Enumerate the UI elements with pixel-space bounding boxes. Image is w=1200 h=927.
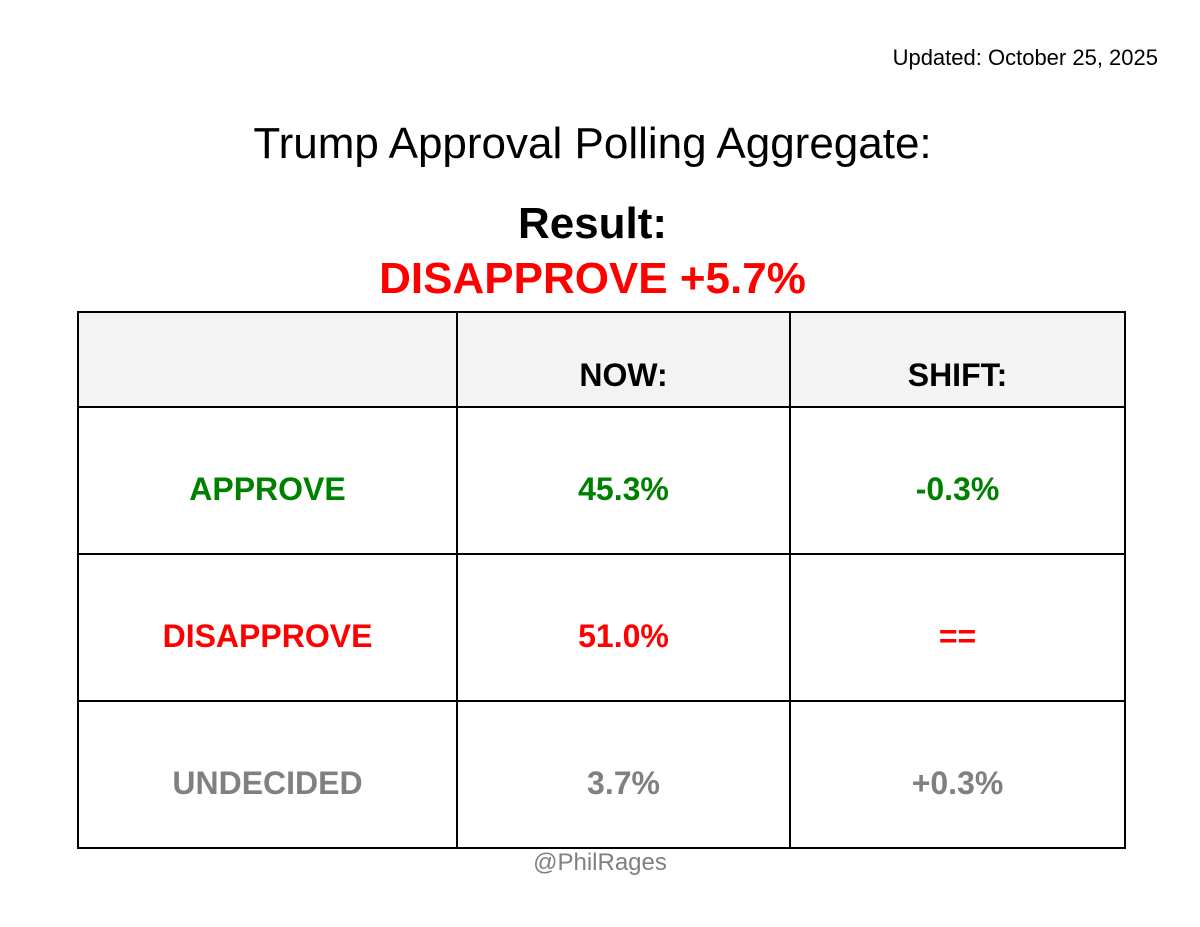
updated-date: Updated: October 25, 2025: [892, 45, 1158, 70]
undecided-shift: +0.3%: [789, 700, 1126, 849]
approve-now: 45.3%: [456, 406, 791, 555]
header-shift: SHIFT:: [789, 311, 1126, 408]
disapprove-label: DISAPPROVE: [77, 553, 458, 702]
disapprove-now: 51.0%: [456, 553, 791, 702]
author-credit: @PhilRages: [533, 849, 667, 876]
approve-shift: -0.3%: [789, 406, 1126, 555]
header-now: NOW:: [456, 311, 791, 408]
header-row: NOW: SHIFT:: [77, 311, 1126, 408]
result-value: DISAPPROVE +5.7%: [379, 254, 806, 303]
undecided-label: UNDECIDED: [77, 700, 458, 849]
result-label: Result:: [517, 199, 668, 248]
table-row-approve: APPROVE 45.3% -0.3%: [77, 406, 1126, 555]
polling-table: NOW: SHIFT: APPROVE 45.3% -0.3% DISAPPRO…: [77, 311, 1126, 849]
table-row-undecided: UNDECIDED 3.7% +0.3%: [77, 700, 1126, 849]
disapprove-shift: ==: [789, 553, 1126, 702]
undecided-now: 3.7%: [456, 700, 791, 849]
header-empty-cell: [77, 311, 458, 408]
approve-label: APPROVE: [77, 406, 458, 555]
page-title: Trump Approval Polling Aggregate:: [253, 119, 932, 168]
table-row-disapprove: DISAPPROVE 51.0% ==: [77, 553, 1126, 702]
